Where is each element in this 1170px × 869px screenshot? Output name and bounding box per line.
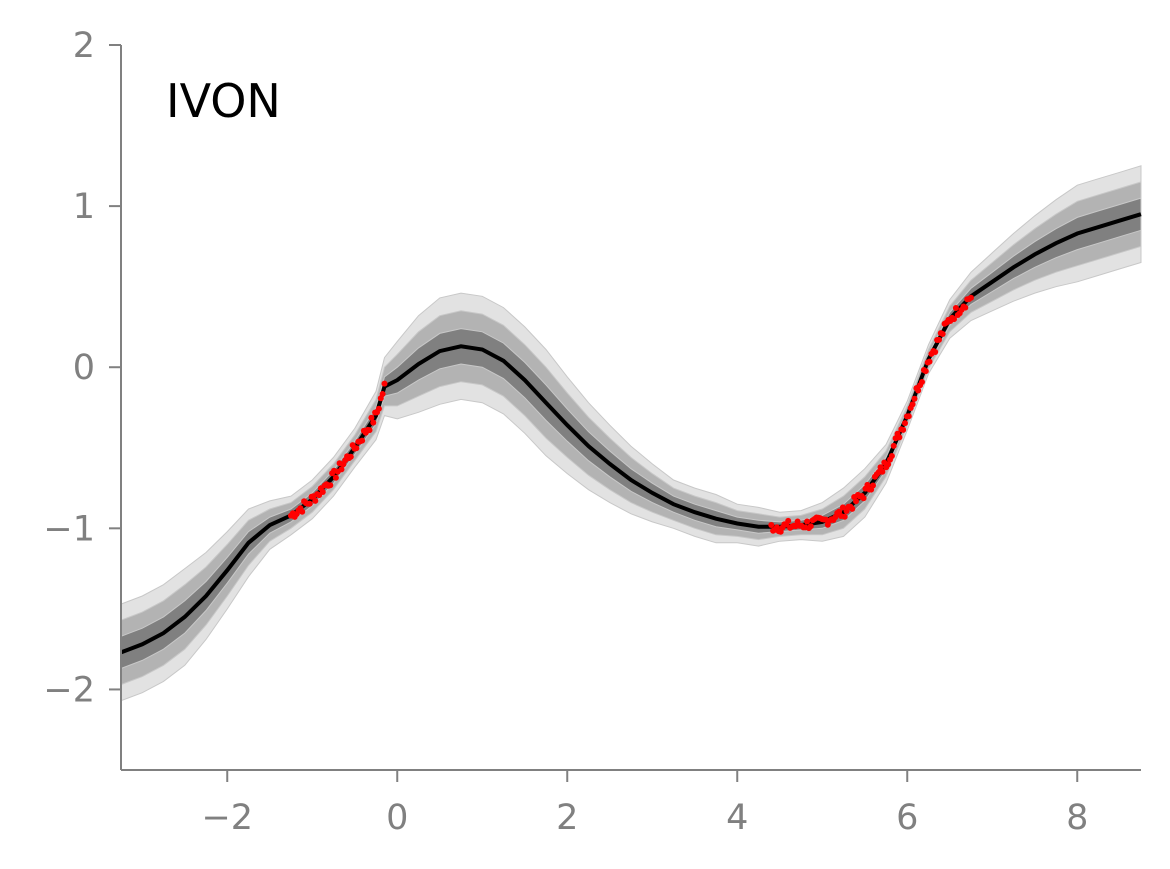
data-point bbox=[900, 426, 907, 433]
data-point bbox=[370, 419, 377, 426]
data-point bbox=[366, 427, 373, 434]
data-point bbox=[860, 495, 867, 502]
data-point bbox=[877, 464, 884, 471]
data-point bbox=[870, 482, 876, 489]
data-point bbox=[807, 523, 814, 530]
data-point bbox=[890, 442, 897, 449]
y-tick-label: −2 bbox=[43, 670, 95, 710]
data-point bbox=[909, 401, 916, 408]
data-point bbox=[804, 518, 811, 525]
x-tick-label: 6 bbox=[896, 798, 918, 838]
axes: −2 −1 0 1 2 −2 0 2 4 6 8 bbox=[43, 26, 1141, 838]
data-point bbox=[338, 466, 345, 473]
data-point bbox=[319, 489, 326, 495]
data-point bbox=[905, 413, 912, 420]
data-point bbox=[932, 349, 939, 355]
x-tick-label: 8 bbox=[1066, 798, 1088, 838]
data-point bbox=[359, 437, 366, 444]
data-point bbox=[915, 387, 922, 394]
data-point bbox=[962, 304, 969, 311]
data-point bbox=[919, 379, 925, 385]
x-tick-label: 2 bbox=[556, 798, 578, 838]
data-point bbox=[849, 505, 856, 512]
data-point bbox=[381, 380, 388, 387]
data-point bbox=[926, 358, 933, 365]
data-point bbox=[368, 414, 375, 421]
band-3sd bbox=[120, 165, 1142, 702]
data-point bbox=[951, 316, 957, 323]
data-point bbox=[347, 453, 354, 460]
x-tick-label: −2 bbox=[201, 798, 253, 838]
x-tick-label: 0 bbox=[386, 798, 408, 838]
data-point bbox=[968, 294, 974, 301]
data-point bbox=[853, 498, 859, 505]
data-point bbox=[922, 368, 929, 375]
y-tick-label: 0 bbox=[73, 348, 95, 388]
band-1sd bbox=[120, 197, 1142, 670]
data-point bbox=[902, 420, 908, 427]
data-point bbox=[312, 497, 319, 504]
y-tick-label: 1 bbox=[73, 187, 95, 227]
data-point bbox=[327, 482, 334, 489]
uncertainty-bands bbox=[120, 165, 1142, 702]
data-point bbox=[939, 331, 946, 337]
y-tick-label: 2 bbox=[73, 26, 95, 66]
panel-label: IVON bbox=[166, 74, 281, 128]
data-point bbox=[936, 336, 942, 343]
data-point bbox=[785, 517, 792, 524]
x-tick-label: 4 bbox=[726, 798, 748, 838]
data-point bbox=[299, 508, 306, 515]
data-point bbox=[888, 453, 895, 459]
observation-points bbox=[288, 294, 974, 535]
data-point bbox=[952, 305, 959, 311]
data-point bbox=[896, 434, 903, 441]
data-point bbox=[839, 504, 846, 511]
data-point bbox=[864, 481, 871, 488]
data-point bbox=[353, 445, 360, 452]
data-point bbox=[841, 513, 848, 520]
data-point bbox=[379, 391, 386, 397]
data-point bbox=[332, 474, 339, 481]
data-point bbox=[911, 395, 918, 402]
band-2sd bbox=[120, 181, 1142, 686]
data-point bbox=[306, 500, 313, 507]
data-point bbox=[768, 522, 775, 528]
data-point bbox=[885, 461, 892, 468]
data-point bbox=[879, 468, 886, 475]
y-tick-label: −1 bbox=[43, 509, 95, 549]
data-point bbox=[375, 405, 382, 412]
